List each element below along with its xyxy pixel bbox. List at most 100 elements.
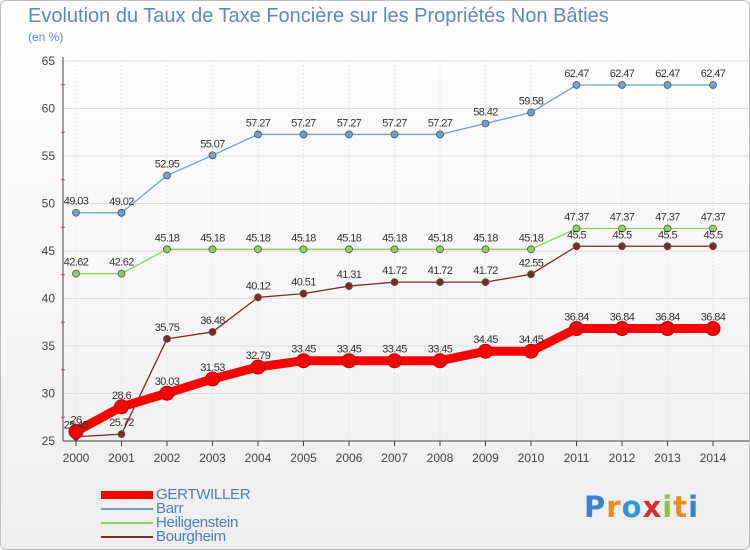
data-label-gertwiller: 36.84: [655, 312, 680, 324]
data-point-heiligenstein: [572, 224, 581, 233]
data-point-barr: [117, 208, 126, 217]
data-point-bourgheim: [208, 328, 217, 336]
data-label-bourgheim: 42.55: [519, 257, 544, 269]
data-point-heiligenstein: [709, 224, 717, 233]
data-label-barr: 57.27: [428, 117, 453, 129]
y-tick-label: 25: [42, 434, 56, 448]
data-point-heiligenstein: [72, 269, 80, 278]
data-point-barr: [254, 130, 262, 139]
data-label-bourgheim: 41.72: [382, 265, 407, 277]
data-point-barr: [345, 130, 353, 139]
logo-letter: t: [673, 490, 689, 524]
data-point-heiligenstein: [390, 245, 399, 254]
data-point-heiligenstein: [345, 245, 353, 254]
x-tick-label: 2001: [108, 451, 135, 465]
data-point-heiligenstein: [527, 245, 535, 254]
x-tick-label: 2005: [290, 451, 317, 465]
data-label-barr: 49.02: [109, 196, 134, 208]
data-label-barr: 57.27: [382, 117, 407, 129]
data-label-gertwiller: 26: [70, 415, 82, 427]
data-label-barr: 49.03: [64, 196, 89, 208]
data-point-gertwiller: [660, 321, 675, 337]
data-point-gertwiller: [68, 424, 84, 439]
x-tick-label: 2003: [199, 451, 226, 465]
data-label-bourgheim: 45.5: [567, 229, 586, 241]
data-label-gertwiller: 36.84: [610, 312, 635, 324]
legend-item-barr: Barr: [101, 500, 301, 517]
data-point-heiligenstein: [663, 224, 672, 233]
data-point-bourgheim: [572, 242, 581, 251]
legend-label-bourgheim: Bourgheim: [156, 528, 226, 545]
data-label-heiligenstein: 45.18: [246, 232, 271, 244]
data-point-bourgheim: [299, 289, 308, 298]
data-point-heiligenstein: [299, 245, 308, 254]
data-label-heiligenstein: 45.18: [382, 232, 407, 244]
data-label-gertwiller: 33.45: [428, 344, 453, 356]
data-label-heiligenstein: 45.18: [155, 232, 180, 244]
y-tick-label: 60: [42, 102, 56, 116]
data-point-gertwiller: [569, 321, 584, 337]
data-point-barr: [481, 119, 490, 128]
data-point-gertwiller: [341, 353, 357, 369]
legend-label-gertwiller: GERTWILLER: [156, 486, 251, 503]
data-label-barr: 52.95: [155, 158, 180, 170]
y-tick-label: 40: [42, 292, 56, 306]
logo-letter: i: [688, 490, 700, 524]
legend-item-bourgheim: Bourgheim: [101, 528, 301, 545]
data-label-heiligenstein: 45.18: [473, 232, 498, 244]
data-label-gertwiller: 34.45: [473, 334, 498, 346]
data-point-heiligenstein: [208, 245, 217, 254]
data-point-barr: [72, 208, 80, 217]
data-label-heiligenstein: 45.18: [428, 232, 453, 244]
data-point-bourgheim: [618, 242, 626, 251]
data-label-barr: 57.27: [246, 117, 271, 129]
data-point-bourgheim: [663, 242, 672, 251]
x-tick-label: 2002: [154, 451, 181, 465]
data-point-barr: [208, 151, 217, 160]
data-label-gertwiller: 28.6: [112, 390, 131, 402]
x-tick-label: 2006: [336, 451, 363, 465]
data-label-heiligenstein: 47.37: [701, 211, 726, 223]
data-point-barr: [663, 81, 672, 89]
data-label-barr: 55.07: [200, 138, 225, 150]
data-label-barr: 62.47: [610, 68, 635, 80]
data-point-gertwiller: [250, 359, 266, 375]
data-label-gertwiller: 33.45: [291, 344, 316, 356]
data-point-barr: [163, 171, 171, 180]
data-label-heiligenstein: 45.18: [291, 232, 316, 244]
data-point-heiligenstein: [618, 224, 626, 233]
logo-letter: x: [642, 490, 663, 524]
data-point-gertwiller: [159, 385, 175, 401]
logo-letter: i: [662, 490, 674, 524]
data-point-bourgheim: [117, 430, 126, 439]
data-label-barr: 58.42: [473, 107, 498, 119]
data-point-gertwiller: [614, 321, 630, 337]
y-tick-label: 55: [42, 149, 56, 163]
data-point-gertwiller: [387, 353, 402, 369]
data-point-bourgheim: [163, 334, 171, 343]
data-point-gertwiller: [523, 343, 539, 359]
x-tick-label: 2011: [564, 451, 590, 465]
data-label-heiligenstein: 47.37: [564, 211, 589, 223]
x-tick-label: 2007: [381, 451, 408, 465]
data-label-barr: 62.47: [564, 68, 589, 80]
data-label-gertwiller: 34.45: [519, 334, 544, 346]
data-label-bourgheim: 40.12: [246, 280, 271, 292]
data-point-heiligenstein: [481, 245, 490, 254]
legend-label-heiligenstein: Heiligenstein: [156, 514, 238, 531]
data-label-bourgheim: 45.5: [658, 229, 677, 241]
data-point-barr: [572, 81, 581, 89]
data-point-barr: [299, 130, 308, 139]
data-label-bourgheim: 25.72: [109, 417, 134, 429]
data-label-bourgheim: 45.5: [612, 229, 631, 241]
data-label-gertwiller: 36.84: [564, 312, 589, 324]
data-label-gertwiller: 32.79: [246, 350, 271, 362]
data-point-bourgheim: [527, 270, 535, 279]
y-tick-label: 45: [42, 244, 56, 258]
legend-label-barr: Barr: [156, 500, 184, 517]
logo-letter: r: [606, 490, 622, 524]
y-tick-label: 35: [42, 339, 56, 353]
data-point-bourgheim: [436, 278, 444, 287]
data-label-bourgheim: 41.31: [337, 269, 362, 281]
